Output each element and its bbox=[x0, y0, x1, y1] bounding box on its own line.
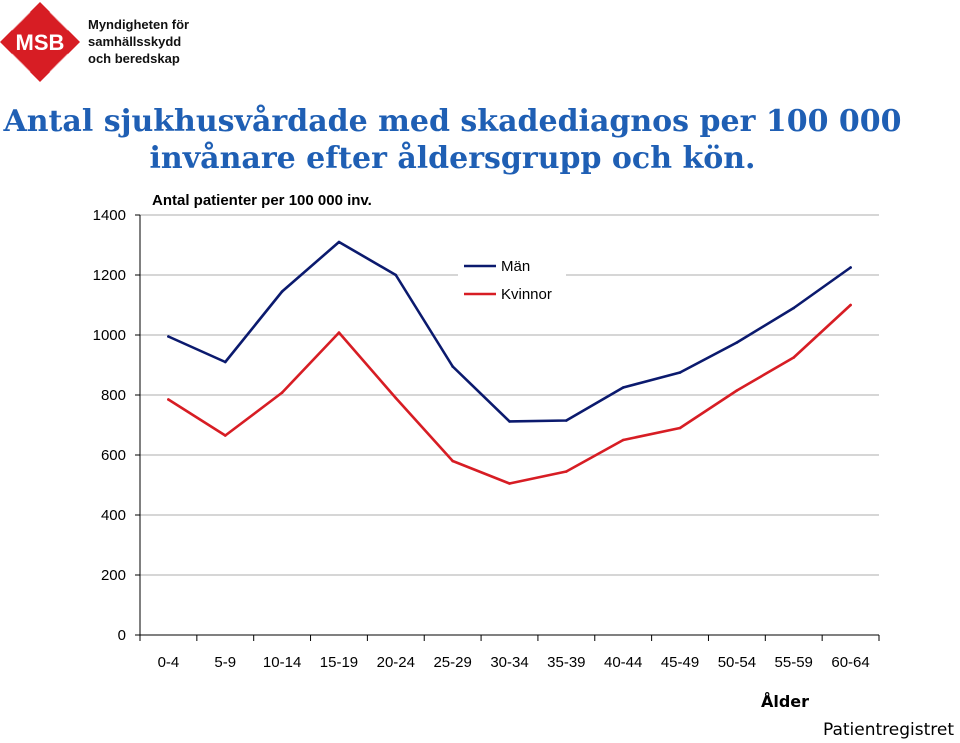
title-line-1: Antal sjukhusvårdade med skadediagnos pe… bbox=[3, 104, 902, 139]
x-tick-label: 55-59 bbox=[775, 654, 813, 671]
y-tick-label: 800 bbox=[101, 387, 126, 404]
data-point bbox=[451, 365, 454, 368]
data-point bbox=[280, 391, 284, 394]
msb-logo: MSB Myndigheten för samhällsskydd och be… bbox=[0, 2, 189, 82]
source-label: Patientregistret bbox=[822, 720, 954, 740]
y-tick-label: 1000 bbox=[93, 327, 126, 344]
data-point bbox=[508, 420, 511, 423]
x-tick-label: 30-34 bbox=[490, 654, 528, 671]
data-point bbox=[394, 273, 398, 277]
legend-label: Män bbox=[501, 258, 530, 275]
data-point bbox=[621, 386, 625, 389]
axes bbox=[135, 214, 880, 641]
x-tick-label: 25-29 bbox=[433, 654, 471, 671]
y-tick-label: 1400 bbox=[93, 207, 126, 224]
data-point bbox=[508, 482, 511, 485]
y-tick-label: 1200 bbox=[93, 267, 126, 284]
x-tick-label: 60-64 bbox=[831, 654, 869, 671]
data-point bbox=[735, 389, 739, 392]
org-name-line-2: samhällsskydd bbox=[88, 34, 181, 49]
data-point bbox=[167, 398, 170, 401]
y-tick-label: 200 bbox=[101, 567, 126, 584]
page-title: Antal sjukhusvårdade med skadediagnos pe… bbox=[0, 103, 905, 177]
y-tick-label: 400 bbox=[101, 507, 126, 524]
data-point bbox=[621, 438, 625, 442]
x-tick-label: 50-54 bbox=[718, 654, 756, 671]
series-lines bbox=[167, 240, 852, 485]
data-point bbox=[337, 240, 341, 244]
msb-diamond-icon: MSB bbox=[0, 2, 80, 82]
data-point bbox=[565, 419, 568, 422]
org-name-line-1: Myndigheten för bbox=[88, 17, 189, 32]
gridlines bbox=[140, 214, 879, 576]
data-point bbox=[223, 360, 227, 364]
data-point bbox=[792, 356, 796, 359]
legend: Män Kvinnor bbox=[458, 250, 566, 308]
data-point bbox=[792, 306, 796, 310]
x-tick-label: 5-9 bbox=[214, 654, 236, 671]
org-name-line-3: och beredskap bbox=[88, 51, 180, 66]
y-tick-label: 600 bbox=[101, 447, 126, 464]
x-tick-label: 0-4 bbox=[158, 654, 180, 671]
data-point bbox=[167, 335, 170, 338]
data-point bbox=[849, 266, 852, 269]
data-point bbox=[394, 396, 398, 400]
data-point bbox=[849, 303, 852, 307]
data-point bbox=[223, 434, 227, 437]
x-tick-label: 40-44 bbox=[604, 654, 642, 671]
data-point bbox=[337, 331, 341, 334]
data-point bbox=[565, 470, 568, 473]
x-tick-label: 35-39 bbox=[547, 654, 585, 671]
x-tick-label: 10-14 bbox=[263, 654, 301, 671]
x-tick-label: 15-19 bbox=[320, 654, 358, 671]
x-tick-label: 20-24 bbox=[377, 654, 415, 671]
title-line-2: invånare efter åldersgrupp och kön. bbox=[149, 141, 756, 176]
x-tick-label: 45-49 bbox=[661, 654, 699, 671]
legend-label: Kvinnor bbox=[501, 286, 552, 303]
axis-labels: 0 200 400 600 800 1000 1200 1400 0-4 5-9 10-14 15-1… bbox=[93, 207, 870, 671]
y-axis-title: Antal patienter per 100 000 inv. bbox=[152, 192, 372, 209]
logo-acronym: MSB bbox=[16, 30, 65, 55]
legend-background bbox=[458, 250, 566, 308]
y-tick-label: 0 bbox=[118, 627, 126, 644]
data-point bbox=[735, 341, 739, 344]
data-point bbox=[678, 371, 682, 374]
data-point bbox=[451, 459, 454, 463]
x-axis-title: Ålder bbox=[761, 692, 809, 711]
data-point bbox=[678, 426, 682, 430]
data-point bbox=[280, 290, 284, 293]
